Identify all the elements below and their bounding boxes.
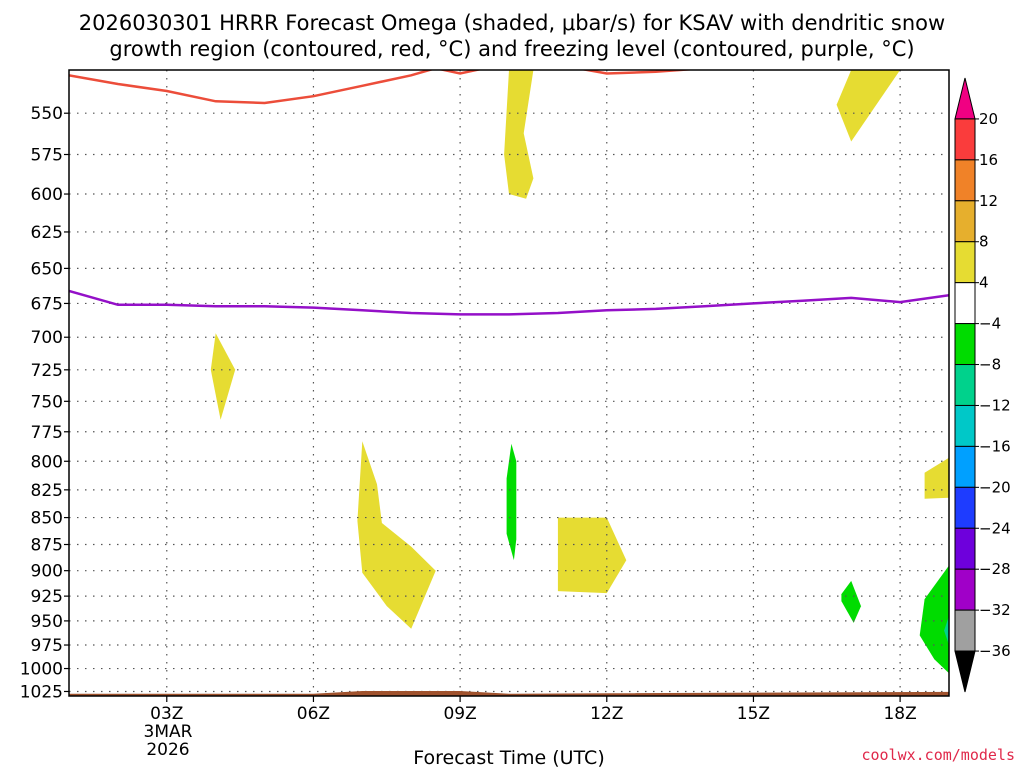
y-tick-label-6: 700 [31,328,63,348]
omega-shading-layer [210,70,949,674]
x-tick-label-4: 15Z [737,704,770,724]
y-tick-label-19: 1025 [20,682,63,702]
y-axis: 550 575 600 625 650 675 700 725 750 775 800 825 850 8… [20,104,69,702]
colorbar-bin-1 [954,159,976,202]
y-tick-label-17: 975 [31,636,63,656]
terrain-surface [69,691,949,696]
colorbar-label-1: 16 [979,151,998,169]
colorbar-bin-6 [954,364,976,406]
omega-region-8 [919,565,949,674]
contour-layer [69,70,949,696]
colorbar-label-10: −24 [979,519,1011,537]
plot-frame [68,69,950,697]
colorbar-label-12: −32 [979,601,1011,619]
freezing-level-contour [69,289,949,316]
omega-region-4 [557,517,627,594]
x-tick-label-5: 18Z [883,704,916,724]
omega-region-7 [841,580,861,623]
y-tick-label-8: 750 [31,392,63,412]
x-axis: 03Z 06Z 09Z 12Z 15Z 18Z [150,696,917,724]
colorbar-label-8: −16 [979,437,1011,455]
y-tick-label-5: 675 [31,294,63,314]
x-date-label-year: 2026 [146,740,189,760]
colorbar-bin-7 [954,404,976,447]
omega-region-1 [836,70,901,142]
x-date-label-month: 3MAR [144,722,193,742]
y-tick-label-9: 775 [31,423,63,443]
y-tick-label-16: 950 [31,612,63,632]
chart-title-line-1: 2026030301 HRRR Forecast Omega (shaded, … [79,11,945,35]
colorbar: 20 16 12 8 4 −4 −8 −12 −16 −20 −24 −28 −32 −36 [954,77,1011,693]
y-tick-label-15: 925 [31,587,63,607]
colorbar-bin-8 [954,445,976,488]
colorbar-bin-2 [954,200,976,243]
colorbar-label-13: −36 [979,642,1011,660]
x-tick-label-3: 12Z [590,704,623,724]
colorbar-label-9: −20 [979,478,1011,496]
colorbar-extend-max [954,77,976,120]
grid-layer [69,70,949,696]
colorbar-bin-0 [954,118,976,161]
y-tick-label-2: 600 [31,185,63,205]
site-credit: coolwx.com/models [861,746,1015,764]
x-tick-label-1: 06Z [297,704,330,724]
y-tick-label-4: 650 [31,259,63,279]
x-tick-label-0: 03Z [150,704,183,724]
x-axis-label: Forecast Time (UTC) [413,747,604,768]
y-tick-label-0: 550 [31,104,63,124]
y-tick-label-14: 900 [31,562,63,582]
y-tick-label-1: 575 [31,146,63,166]
y-tick-label-11: 825 [31,481,63,501]
chart-title-line-2: growth region (contoured, red, °C) and f… [109,37,914,61]
y-tick-label-3: 625 [31,223,63,243]
omega-region-3 [357,441,436,629]
colorbar-bin-10 [954,527,976,570]
y-tick-label-18: 1000 [20,660,63,680]
colorbar-label-0: 20 [979,110,998,128]
omega-region-6 [506,443,517,561]
colorbar-bin-5 [954,323,976,366]
colorbar-label-5: −4 [979,315,1001,333]
colorbar-label-7: −12 [979,396,1011,414]
colorbar-label-2: 12 [979,192,998,210]
omega-region-5 [924,457,949,499]
omega-region-9 [944,616,949,645]
omega-region-0 [504,70,534,199]
colorbar-bin-11 [954,568,976,611]
y-tick-label-10: 800 [31,452,63,472]
colorbar-label-6: −8 [979,356,1001,374]
y-tick-label-7: 725 [31,361,63,381]
colorbar-label-11: −28 [979,560,1011,578]
x-tick-label-2: 09Z [443,704,476,724]
y-tick-label-13: 875 [31,536,63,556]
colorbar-bin-3 [954,241,976,284]
colorbar-bin-12 [954,609,976,652]
colorbar-bin-9 [954,486,976,529]
colorbar-label-4: 4 [979,274,989,292]
omega-region-2 [210,333,236,420]
y-tick-label-12: 850 [31,509,63,529]
colorbar-bin-4 [954,282,976,325]
colorbar-extend-min [954,650,976,693]
colorbar-label-3: 8 [979,233,989,251]
dendritic-growth-contour [69,70,698,105]
